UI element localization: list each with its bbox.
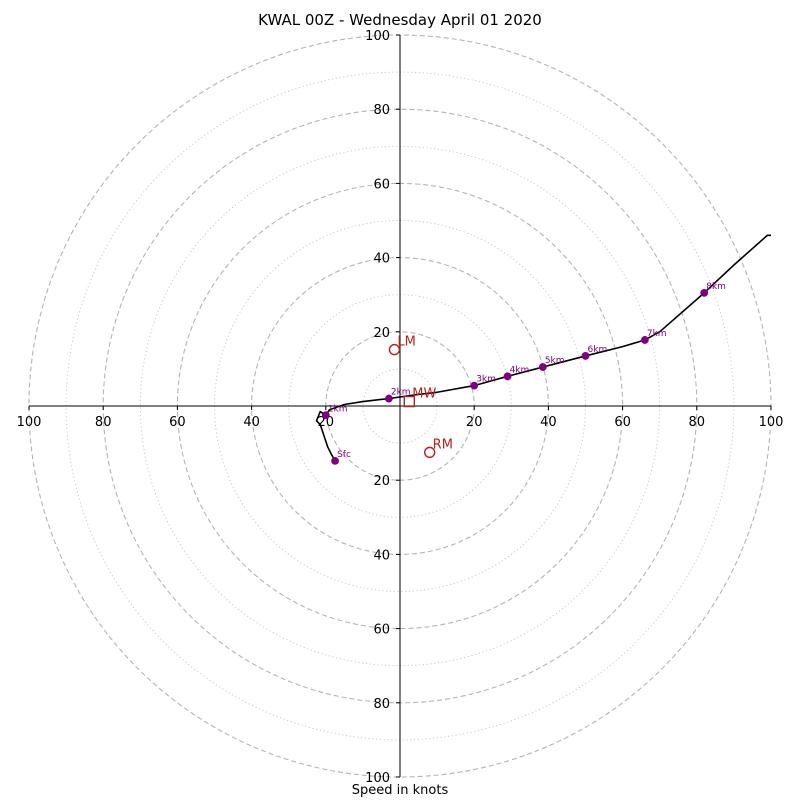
height-label-6km: 6km (588, 345, 608, 355)
height-marker-2km (384, 394, 393, 403)
height-marker-1km (321, 411, 330, 420)
height-marker-7km (640, 336, 649, 344)
height-label-5km: 5km (545, 356, 565, 366)
height-label-3km: 3km (476, 375, 496, 385)
storm-label-RM: RM (433, 437, 453, 452)
height-label-7km: 7km (647, 329, 667, 339)
height-marker-6km (581, 352, 590, 360)
x-tick-label: 40 (243, 415, 260, 430)
height-marker-5km (538, 363, 547, 371)
x-tick-label: 80 (95, 415, 112, 430)
y-tick-label: 40 (373, 252, 390, 267)
height-marker-3km (470, 381, 479, 390)
height-label-Sfc: Sfc (337, 450, 351, 460)
y-tick-label: 20 (373, 474, 390, 489)
height-label-2km: 2km (391, 388, 411, 398)
y-tick-label: 60 (373, 623, 390, 638)
height-marker-8km (700, 288, 709, 297)
x-tick-label: 60 (169, 415, 186, 430)
hodograph-line (315, 234, 771, 462)
height-label-4km: 4km (510, 365, 530, 375)
y-tick-label: 40 (373, 548, 390, 563)
x-tick-label: 20 (466, 415, 483, 430)
height-marker-Sfc (331, 457, 339, 465)
y-tick-label: 20 (373, 326, 390, 341)
storm-label-MW: MW (412, 387, 436, 402)
y-tick-label: 100 (365, 29, 390, 44)
storm-label-LM: LM (397, 335, 415, 350)
x-tick-label: 80 (689, 415, 706, 430)
x-tick-label: 100 (759, 415, 784, 430)
y-tick-label: 100 (365, 771, 390, 786)
height-marker-4km (503, 372, 512, 381)
x-tick-label: 60 (614, 415, 631, 430)
chart-title: KWAL 00Z - Wednesday April 01 2020 (258, 11, 542, 29)
height-label-8km: 8km (706, 282, 726, 292)
x-tick-label: 100 (17, 415, 42, 430)
storm-marker-RM (423, 446, 436, 459)
storm-marker-LM (388, 343, 401, 356)
y-tick-label: 80 (373, 697, 390, 712)
x-axis-label: Speed in knots (351, 783, 449, 798)
x-tick-label: 40 (540, 415, 557, 430)
storm-marker-MW (403, 395, 415, 408)
height-label-1km: 1km (328, 404, 348, 414)
x-tick-label: 20 (318, 415, 335, 430)
y-tick-label: 60 (373, 177, 390, 192)
y-tick-label: 80 (373, 103, 390, 118)
